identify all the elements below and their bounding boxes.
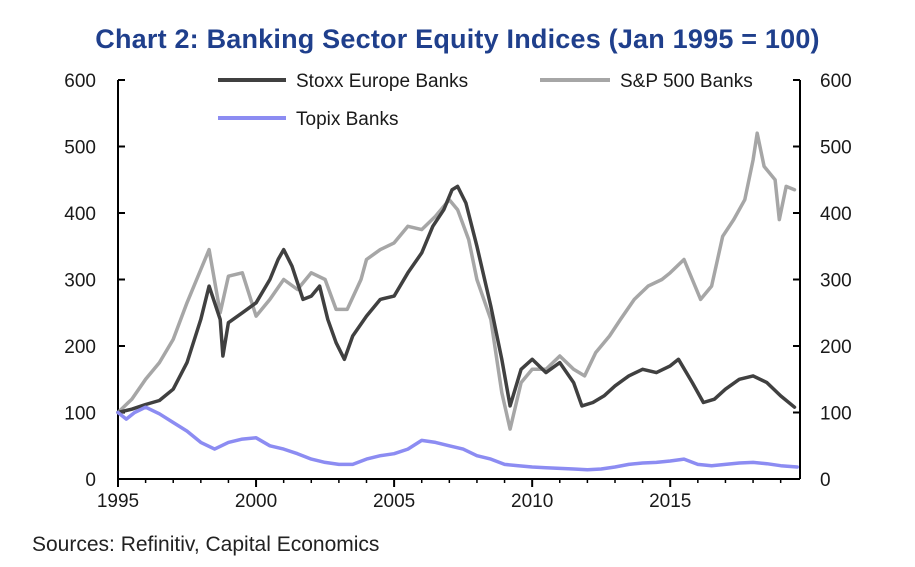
y-tick-label-left: 300 [64,271,96,292]
series-line-stoxx-europe-banks [116,184,797,415]
legend-label: S&P 500 Banks [620,71,753,92]
y-tick-label-right: 400 [820,204,852,225]
series-line-s-p-500-banks [116,131,797,431]
axes: 0 0 100 100 200 200 300 300 400 400 500 500 600 600 19… [64,71,851,512]
series-line-topix-banks [116,405,799,472]
y-tick-label-left: 500 [64,138,96,159]
y-tick-label-right: 600 [820,71,852,92]
series-lines [116,131,799,472]
y-tick-label-right: 100 [820,404,852,425]
y-tick-label-left: 100 [64,404,96,425]
x-tick-label: 2010 [511,491,553,512]
source-note: Sources: Refinitiv, Capital Economics [32,533,380,556]
y-tick-label-right: 200 [820,337,852,358]
legend-label: Stoxx Europe Banks [296,71,468,92]
x-tick-label: 2015 [649,491,691,512]
chart-title: Chart 2: Banking Sector Equity Indices (… [95,24,820,54]
x-tick-label: 2000 [235,491,277,512]
legend-label: Topix Banks [296,109,398,130]
y-tick-label-right: 300 [820,271,852,292]
y-tick-label-left: 200 [64,337,96,358]
y-tick-label-left: 400 [64,204,96,225]
legend: Stoxx Europe Banks S&P 500 Banks Topix Ban… [218,71,753,130]
chart-canvas: Stoxx Europe Banks S&P 500 Banks Topix Ban… [64,71,851,512]
x-tick-label: 2005 [373,491,415,512]
y-tick-label-left: 600 [64,71,96,92]
y-tick-label-left: 0 [85,470,96,491]
x-tick-label: 1995 [97,491,139,512]
y-tick-label-right: 500 [820,138,852,159]
y-tick-label-right: 0 [820,470,831,491]
